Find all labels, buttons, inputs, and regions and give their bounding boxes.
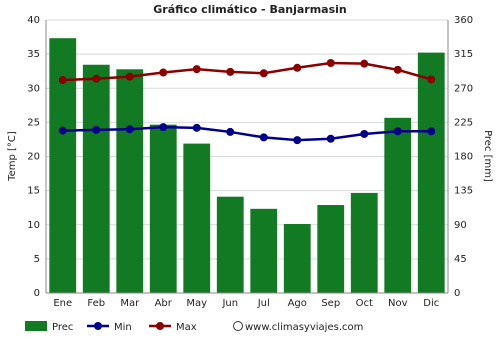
x-tick-label: Ene bbox=[53, 298, 72, 309]
bar bbox=[250, 208, 278, 293]
bar bbox=[216, 196, 244, 293]
x-tick-label: Nov bbox=[388, 298, 408, 309]
y2-tick-label: 315 bbox=[454, 49, 473, 60]
bar bbox=[116, 69, 144, 294]
point bbox=[58, 76, 67, 85]
point bbox=[159, 123, 168, 132]
line bbox=[62, 125, 432, 142]
line bbox=[62, 61, 432, 82]
bar bbox=[350, 192, 378, 293]
watermark-icon bbox=[233, 321, 243, 331]
y2-tick-label: 0 bbox=[454, 288, 460, 299]
x-tick-label: May bbox=[186, 298, 207, 309]
point bbox=[427, 75, 436, 84]
y-tick-label: 20 bbox=[27, 152, 40, 163]
x-tick-label: Mar bbox=[120, 298, 140, 309]
x-tick-label: Sep bbox=[321, 298, 340, 309]
point bbox=[259, 69, 268, 78]
point bbox=[393, 65, 402, 74]
bar bbox=[183, 143, 211, 293]
y2-tick-label: 360 bbox=[454, 15, 473, 26]
y2-tick-label: 135 bbox=[454, 186, 473, 197]
point bbox=[226, 67, 235, 76]
y-tick-label: 30 bbox=[27, 83, 40, 94]
y-tick-label: 0 bbox=[34, 288, 40, 299]
bar bbox=[283, 223, 311, 293]
y2-tick-label: 270 bbox=[454, 83, 473, 94]
point bbox=[293, 136, 302, 145]
bar bbox=[317, 205, 345, 293]
x-tick-label: Abr bbox=[155, 298, 173, 309]
bar bbox=[82, 64, 110, 293]
x-tick-label: Dic bbox=[423, 298, 439, 309]
point bbox=[293, 63, 302, 72]
bar bbox=[149, 124, 177, 294]
x-tick-label: Jun bbox=[221, 298, 238, 309]
y-tick-label: 5 bbox=[34, 254, 40, 265]
x-tick-label: Jul bbox=[257, 298, 270, 309]
y-tick-label: 25 bbox=[27, 117, 40, 128]
y-tick-label: 15 bbox=[27, 186, 40, 197]
legend-swatch bbox=[156, 322, 164, 330]
point bbox=[192, 123, 201, 132]
chart-title: Gráfico climático - Banjarmasin bbox=[153, 3, 347, 16]
legend-label: Max bbox=[176, 322, 197, 333]
y-tick-label: 40 bbox=[27, 15, 40, 26]
point bbox=[360, 59, 369, 68]
point bbox=[92, 125, 101, 134]
y2-tick-label: 180 bbox=[454, 152, 473, 163]
y-tick-label: 35 bbox=[27, 49, 40, 60]
point bbox=[125, 125, 134, 134]
y2-tick-label: 90 bbox=[454, 220, 467, 231]
point bbox=[259, 133, 268, 142]
point bbox=[360, 129, 369, 138]
y-axis-label: Temp [°C] bbox=[7, 131, 18, 182]
y2-tick-label: 225 bbox=[454, 117, 473, 128]
x-tick-label: Oct bbox=[356, 298, 373, 309]
y-tick-label: 10 bbox=[27, 220, 40, 231]
x-tick-label: Feb bbox=[87, 298, 105, 309]
bar bbox=[384, 117, 412, 293]
point bbox=[427, 127, 436, 136]
point bbox=[159, 68, 168, 77]
bar bbox=[417, 52, 445, 293]
point bbox=[326, 58, 335, 67]
point bbox=[393, 127, 402, 136]
legend-swatch bbox=[25, 321, 47, 331]
point bbox=[226, 127, 235, 136]
point bbox=[92, 74, 101, 83]
legend-label: Min bbox=[114, 322, 132, 333]
point bbox=[58, 126, 67, 135]
y2-tick-label: 45 bbox=[454, 254, 467, 265]
x-tick-label: Ago bbox=[288, 298, 307, 309]
legend-swatch bbox=[94, 322, 102, 330]
point bbox=[192, 65, 201, 74]
legend-label: Prec bbox=[52, 322, 73, 333]
point bbox=[125, 72, 134, 81]
y2-axis-label: Prec [mm] bbox=[482, 130, 493, 182]
watermark: www.climasyviajes.com bbox=[245, 322, 363, 333]
point bbox=[326, 134, 335, 143]
